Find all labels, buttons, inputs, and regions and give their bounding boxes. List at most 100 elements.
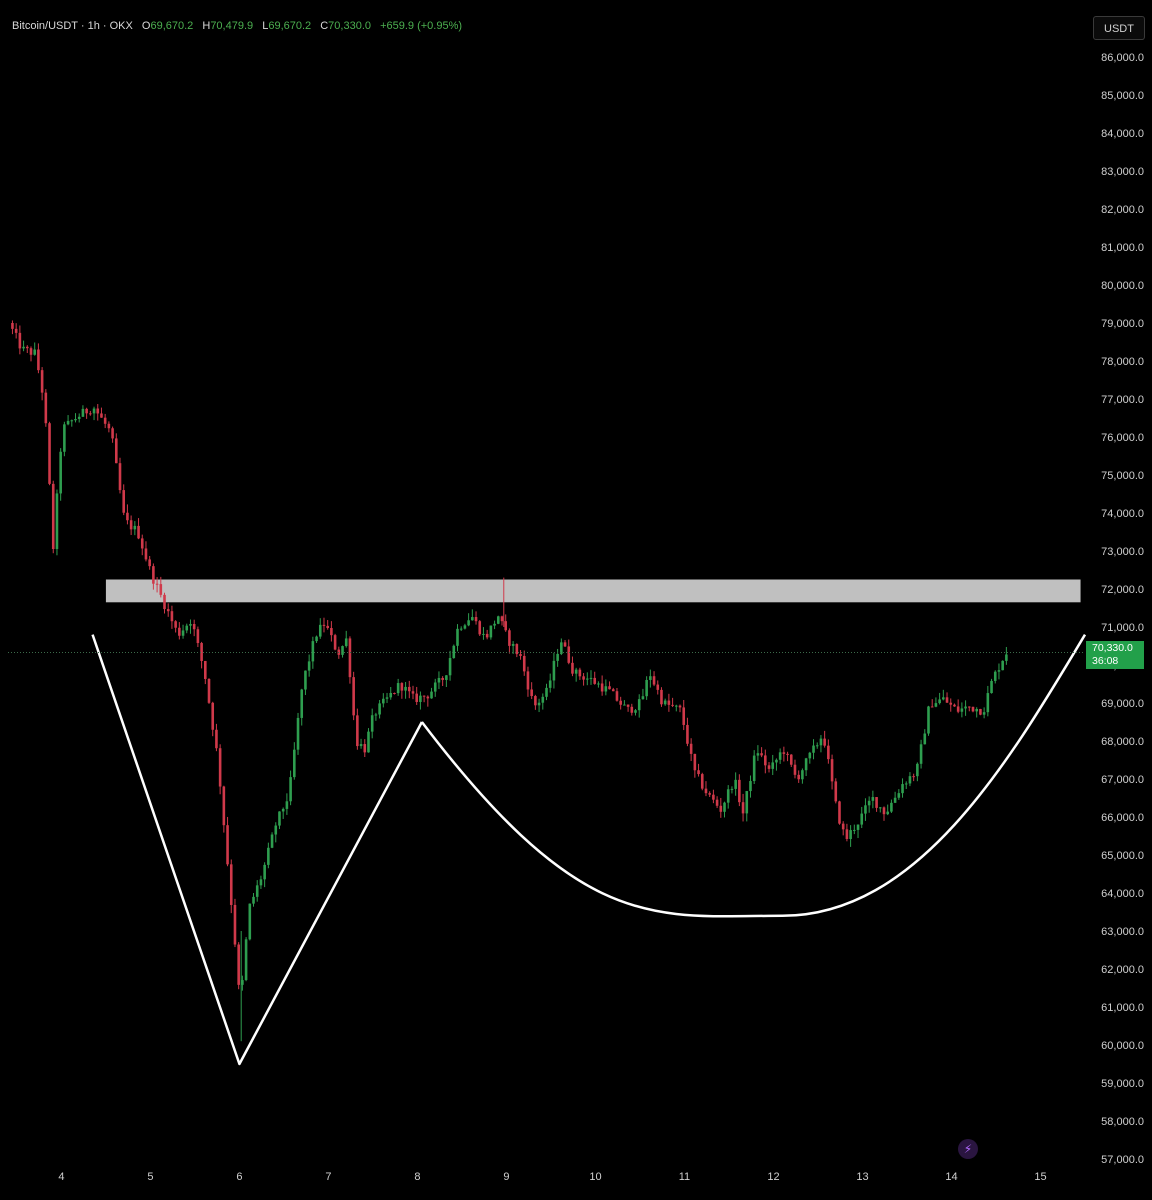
candle-body (797, 774, 800, 780)
candle-body (956, 706, 960, 712)
candle-body (433, 682, 437, 692)
candle-body (626, 704, 630, 707)
candle-body (519, 654, 522, 656)
candle-body (908, 776, 912, 784)
candle-body (89, 413, 92, 415)
candle-body (148, 559, 151, 567)
candle-body (608, 686, 611, 690)
symbol-title: Bitcoin/USDT · 1h · OKX (12, 20, 133, 32)
currency-button[interactable]: USDT (1093, 16, 1145, 40)
candle-body (660, 689, 663, 705)
candle-body (993, 671, 997, 681)
candle-body (255, 885, 259, 897)
candle-body (456, 628, 459, 646)
candle-body (893, 797, 897, 803)
candle-body (930, 706, 934, 708)
current-price-value: 70,330.0 (1092, 642, 1133, 654)
candle-body (378, 703, 381, 715)
candle-body (270, 834, 274, 848)
candle-body (222, 786, 226, 826)
candle-body (174, 621, 177, 628)
candle-body (155, 583, 159, 585)
candle-body (107, 423, 111, 429)
candle-body (671, 704, 674, 706)
y-axis-tick-label: 81,000.0 (1101, 242, 1144, 254)
x-axis-tick-label: 9 (503, 1171, 509, 1183)
y-axis-tick-label: 75,000.0 (1101, 470, 1144, 482)
candle-body (611, 689, 615, 692)
lightning-icon[interactable]: ⚡ (958, 1139, 978, 1159)
candle-body (815, 745, 819, 747)
candle-body (237, 944, 240, 985)
candle-body (982, 712, 986, 715)
candle-body (419, 695, 422, 702)
candle-body (307, 661, 311, 671)
candle-body (793, 764, 797, 775)
candle-body (864, 805, 867, 814)
resistance-zone[interactable] (105, 579, 1081, 603)
candle-body (241, 980, 244, 985)
candle-body (1001, 660, 1004, 671)
candle-body (330, 628, 333, 636)
candle-body (103, 417, 107, 424)
candle-body (467, 620, 470, 626)
candle-body (960, 708, 964, 712)
y-axis-tick-label: 64,000.0 (1101, 888, 1144, 900)
candle-body (990, 680, 993, 694)
candle-body (404, 686, 407, 691)
candle-body (304, 670, 307, 690)
candle-body (326, 625, 329, 629)
y-axis-tick-label: 77,000.0 (1101, 394, 1144, 406)
candle-body (615, 691, 619, 701)
candle-body (181, 630, 185, 636)
candle-body (834, 781, 838, 802)
candle-body (133, 525, 137, 530)
y-axis-tick-label: 79,000.0 (1101, 318, 1144, 330)
candle-body (385, 697, 389, 699)
candle-body (860, 813, 864, 825)
candle-body (686, 724, 689, 744)
candle-body (25, 346, 29, 349)
candle-body (801, 770, 804, 780)
candle-body (689, 743, 693, 754)
cup-pattern-curve[interactable] (420, 633, 1087, 918)
candle-body (979, 708, 982, 715)
candle-body (192, 624, 196, 630)
candle-body (567, 646, 571, 663)
y-axis-tick-label: 86,000.0 (1101, 52, 1144, 64)
y-axis-tick-label: 65,000.0 (1101, 850, 1144, 862)
candle-body (463, 625, 467, 629)
candle-body (745, 791, 749, 814)
candle-body (226, 825, 229, 865)
candle-body (77, 416, 81, 419)
candle-body (827, 745, 830, 760)
candle-body (118, 463, 122, 491)
candle-body (526, 671, 530, 690)
candle-body (111, 428, 114, 439)
candle-body (37, 349, 40, 371)
candle-body (166, 609, 170, 612)
v-pattern-line[interactable] (91, 634, 423, 1066)
open-label: O (141, 20, 151, 32)
candle-body (126, 512, 129, 521)
candle-body (352, 677, 355, 716)
candle-body (400, 683, 404, 691)
candle-body (967, 706, 971, 708)
candle-body (652, 676, 656, 685)
candle-body (726, 789, 730, 803)
candle-body (571, 662, 574, 674)
candle-body (756, 753, 760, 756)
candle-body (942, 697, 945, 700)
candle-body (159, 584, 163, 595)
candle-body (29, 348, 33, 355)
candle-body (315, 636, 318, 642)
candle-body (563, 642, 567, 647)
candle-body (296, 717, 300, 750)
candle-body (122, 490, 126, 513)
candle-body (675, 705, 678, 707)
symbol-header: Bitcoin/USDT · 1h · OKX O69,670.2 H70,47… (12, 20, 462, 32)
candle-body (560, 642, 563, 654)
candle-body (318, 624, 322, 637)
candle-body (59, 451, 62, 494)
